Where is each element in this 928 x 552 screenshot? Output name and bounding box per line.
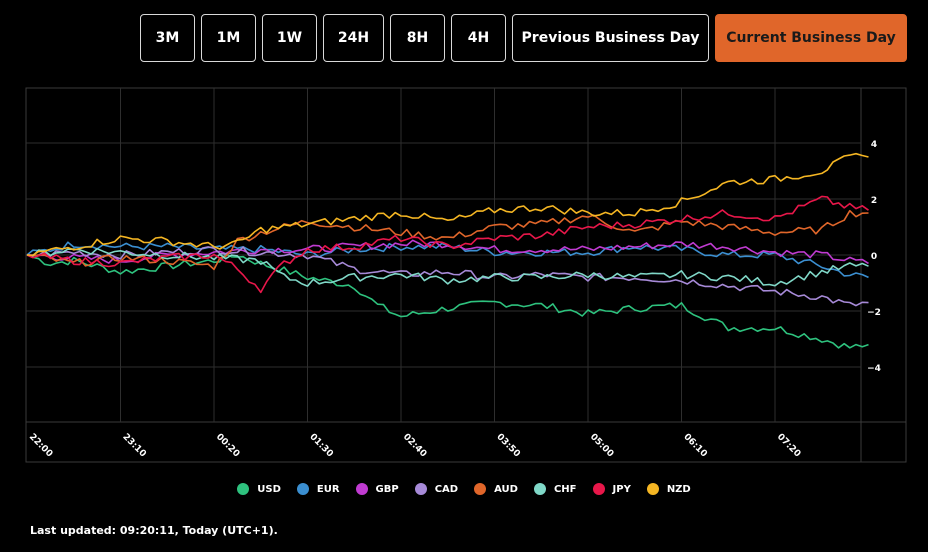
legend-item-usd[interactable]: USD (237, 483, 281, 495)
x-tick-label: 01:30 (307, 432, 334, 459)
legend-item-nzd[interactable]: NZD (646, 483, 691, 495)
timeframe-8h-button[interactable]: 8H (390, 14, 445, 62)
y-tick-label: −4 (867, 364, 881, 374)
legend-label: CHF (553, 483, 577, 495)
legend-label: CAD (434, 483, 459, 495)
previous-business-day-button[interactable]: Previous Business Day (512, 14, 709, 62)
y-tick-label: 2 (871, 196, 877, 206)
current-business-day-button[interactable]: Current Business Day (715, 14, 907, 62)
legend-swatch (237, 483, 250, 495)
legend-label: GBP (375, 483, 399, 495)
x-tick-label: 22:00 (27, 432, 54, 459)
timeframe-24h-button[interactable]: 24H (323, 14, 384, 62)
series-line-nzd (26, 152, 869, 257)
legend-label: EUR (316, 483, 340, 495)
legend-label: AUD (494, 483, 518, 495)
y-tick-label: 4 (871, 140, 877, 150)
legend-item-chf[interactable]: CHF (533, 483, 577, 495)
last-updated-text: Last updated: 09:20:11, Today (UTC+1). (30, 524, 278, 537)
timeframe-1m-button[interactable]: 1M (201, 14, 256, 62)
x-tick-label: 06:10 (681, 432, 708, 459)
series-line-cad (26, 246, 869, 307)
chart-legend: USD EUR GBP CAD AUD CHF JPY NZD (0, 483, 928, 495)
chart-frame (25, 87, 907, 463)
series-line-usd (26, 253, 869, 349)
x-tick-label: 23:10 (120, 432, 147, 459)
series-line-aud (26, 209, 869, 271)
x-tick-label: 00:20 (214, 432, 241, 459)
legend-swatch (646, 483, 659, 495)
y-tick-label: −2 (867, 308, 881, 318)
y-tick-label: 0 (871, 252, 877, 262)
timeframe-4h-button[interactable]: 4H (451, 14, 506, 62)
legend-swatch (355, 483, 368, 495)
x-tick-label: 05:00 (588, 432, 615, 459)
legend-swatch (296, 483, 309, 495)
legend-swatch (414, 483, 427, 495)
legend-swatch (592, 483, 605, 495)
x-tick-label: 02:40 (401, 432, 428, 459)
currency-strength-chart: 4 2 0 −2 −4 22:00 23:10 00:20 01:30 02:40 03:50 05:… (25, 87, 907, 463)
x-tick-label: 03:50 (494, 432, 521, 459)
series-line-jpy (26, 195, 869, 294)
legend-item-gbp[interactable]: GBP (355, 483, 399, 495)
legend-swatch (533, 483, 546, 495)
timeframe-3m-button[interactable]: 3M (140, 14, 195, 62)
series-line-chf (26, 247, 869, 287)
legend-item-eur[interactable]: EUR (296, 483, 340, 495)
timeframe-toolbar: 3M 1M 1W 24H 8H 4H Previous Business Day… (140, 14, 907, 62)
series-line-gbp (26, 239, 869, 265)
legend-item-cad[interactable]: CAD (414, 483, 459, 495)
legend-swatch (474, 483, 487, 495)
legend-label: JPY (612, 483, 631, 495)
legend-item-aud[interactable]: AUD (474, 483, 518, 495)
timeframe-1w-button[interactable]: 1W (262, 14, 317, 62)
legend-label: USD (257, 483, 281, 495)
legend-label: NZD (666, 483, 691, 495)
legend-item-jpy[interactable]: JPY (592, 483, 631, 495)
x-tick-label: 07:20 (775, 432, 802, 459)
